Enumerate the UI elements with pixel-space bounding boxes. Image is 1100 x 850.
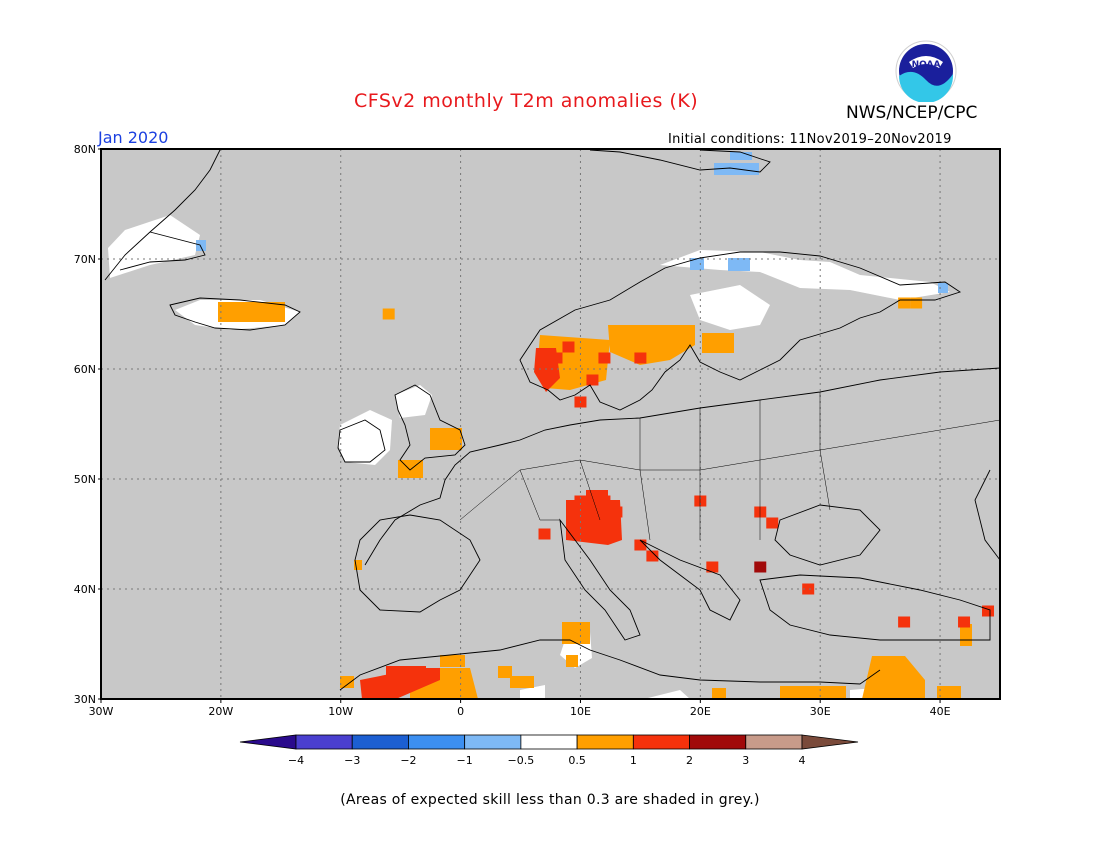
anomaly-cell <box>898 297 911 309</box>
colorbar-label: 0.5 <box>568 754 586 767</box>
colorbar-arrow-high <box>801 734 859 750</box>
anomaly-cell <box>898 616 911 628</box>
colorbar-swatch <box>520 734 578 750</box>
longitude-label: 40E <box>930 705 951 718</box>
colorbar-labels: −4 −3 −2 −1 −0.5 0.5 1 2 3 4 <box>288 754 806 767</box>
longitude-labels: 30W 20W 10W 0 10E 20E 30E 40E <box>89 699 951 718</box>
colorbar-label: 1 <box>630 754 637 767</box>
anomaly-cell <box>634 539 647 551</box>
latitude-label: 30N <box>74 693 96 706</box>
anomaly-cell <box>538 528 551 540</box>
longitude-label: 10W <box>328 705 353 718</box>
anomaly-cell <box>754 561 767 573</box>
anomaly-cell <box>382 308 395 320</box>
latitude-labels: 80N 70N 60N 50N 40N 30N <box>74 143 101 706</box>
skill-caption: (Areas of expected skill less than 0.3 a… <box>340 792 760 808</box>
colorbar-swatch <box>632 734 690 750</box>
anomaly-cell <box>646 550 659 562</box>
colorbar-swatch <box>745 734 803 750</box>
colorbar-label: 2 <box>686 754 693 767</box>
graticule <box>101 149 1000 699</box>
colorbar-swatch <box>576 734 634 750</box>
colorbar-label: 4 <box>799 754 806 767</box>
initial-conditions: Initial conditions: 11Nov2019–20Nov2019 <box>668 132 952 147</box>
colorbar-label: −2 <box>400 754 416 767</box>
longitude-label: 30W <box>89 705 114 718</box>
anomaly-cell <box>754 506 767 518</box>
longitude-label: 30E <box>810 705 831 718</box>
anomaly-cell <box>706 561 719 573</box>
colorbar-swatch <box>689 734 747 750</box>
longitude-label: 10E <box>570 705 591 718</box>
forecast-month: Jan 2020 <box>98 128 169 147</box>
colorbar-label: −0.5 <box>508 754 535 767</box>
country-borders <box>459 392 1001 541</box>
latitude-label: 70N <box>74 253 96 266</box>
longitude-label: 20E <box>690 705 711 718</box>
logo-text: NOAA <box>912 60 941 70</box>
anomaly-cell <box>802 583 815 595</box>
anomaly-cell <box>910 297 923 309</box>
map-frame <box>100 148 1001 700</box>
longitude-label: 0 <box>457 705 464 718</box>
longitude-label: 20W <box>208 705 233 718</box>
colorbar-label: 3 <box>742 754 749 767</box>
map-background <box>101 149 1000 699</box>
anomaly-cell <box>982 605 995 617</box>
coastlines <box>104 149 1001 691</box>
colorbar <box>239 734 859 750</box>
colorbar-swatch <box>464 734 522 750</box>
chart-title: CFSv2 monthly T2m anomalies (K) <box>354 90 699 112</box>
noaa-logo: NOAA <box>895 40 957 102</box>
colorbar-swatch <box>295 734 353 750</box>
colorbar-swatch <box>408 734 466 750</box>
anomaly-cell <box>598 352 611 364</box>
anomaly-cell <box>694 495 707 507</box>
colorbar-label: −3 <box>344 754 360 767</box>
colorbar-arrow-low <box>239 734 297 750</box>
anomaly-cell <box>958 616 971 628</box>
anomaly-cell <box>766 517 779 529</box>
anomaly-cell <box>562 341 575 353</box>
agency-label: NWS/NCEP/CPC <box>846 103 978 123</box>
colorbar-label: −1 <box>457 754 473 767</box>
colorbar-swatch <box>351 734 409 750</box>
latitude-label: 50N <box>74 473 96 486</box>
strong-warm-areas <box>360 348 622 699</box>
warm-anomaly-areas <box>218 302 972 699</box>
anomaly-cell <box>586 374 599 386</box>
latitude-label: 40N <box>74 583 96 596</box>
latitude-label: 60N <box>74 363 96 376</box>
latitude-label: 80N <box>74 143 96 156</box>
anomaly-cell <box>634 352 647 364</box>
colorbar-label: −4 <box>288 754 304 767</box>
